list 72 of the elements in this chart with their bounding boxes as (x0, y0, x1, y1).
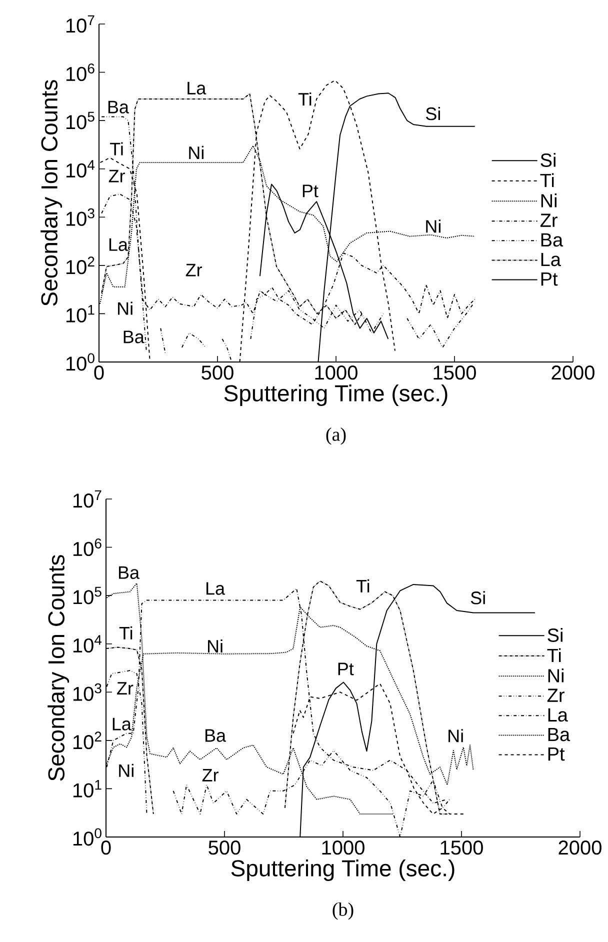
annotation: Ni (208, 640, 222, 653)
annotation: Ba (124, 330, 144, 344)
annotation: Ti (110, 142, 123, 156)
legend-label: Pt (548, 748, 565, 761)
annotation: Ni (189, 146, 204, 159)
annotation: Si (426, 106, 440, 120)
annotation: Ba (108, 100, 129, 114)
y-tick-label: 10$^{7}$ (73, 490, 102, 508)
y-tick-label: 10$^{7}$ (66, 15, 94, 33)
y-tick-label: 10$^{3}$ (66, 208, 94, 226)
y-tick-label: 10$^{3}$ (73, 683, 102, 701)
y-tick-label: 10$^{2}$ (66, 256, 94, 274)
x-tick-label: 500 (208, 840, 240, 855)
x-tick-label: 1500 (434, 366, 476, 380)
y-tick-label: 10$^{4}$ (66, 160, 95, 178)
y-axis-title: Secondary Ion Counts (48, 555, 70, 781)
y-tick-label: 10$^{1}$ (66, 305, 94, 322)
annotation: La (188, 82, 206, 94)
annotation: Zr (108, 170, 125, 182)
legend-label: Ni (548, 668, 564, 682)
x-tick-label: 2000 (552, 366, 594, 380)
annotation: La (109, 238, 128, 251)
legend-label: Ti (547, 648, 561, 662)
legend-label: Si (540, 152, 556, 167)
x-axis-title: Sputtering Time (sec.) (231, 860, 454, 881)
legend-label: Ti (540, 173, 554, 188)
legend-label: Ba (548, 728, 570, 742)
annotation: Si (470, 591, 485, 604)
text: (b) (332, 902, 354, 920)
annotation: Ni (118, 302, 132, 315)
x-tick-label: 500 (202, 366, 234, 380)
annotation: Pt (302, 184, 318, 198)
x-tick-label: 2000 (558, 840, 602, 855)
y-tick-label: 10$^{5}$ (66, 112, 94, 130)
legend-label: Si (548, 628, 562, 642)
y-tick-label: 10$^{0}$ (66, 353, 94, 371)
legend-label: Zr (547, 688, 564, 702)
annotation: Ni (119, 764, 134, 777)
legend-label: Pt (541, 272, 558, 286)
annotation: La (206, 582, 226, 595)
annotation: Ti (298, 92, 312, 106)
y-tick-label: 10$^{5}$ (73, 586, 102, 604)
y-tick-label: 10$^{0}$ (73, 828, 102, 846)
x-axis-title: Sputtering Time (sec.) (224, 384, 448, 406)
annotation: Zr (186, 264, 202, 276)
annotation: La (112, 718, 132, 730)
legend-label: Ba (541, 233, 564, 247)
annotation: Zr (202, 768, 218, 782)
annotation: Ba (118, 566, 140, 579)
x-tick-label: 0 (94, 366, 104, 380)
annotation: Ni (448, 729, 463, 742)
y-tick-label: 10$^{6}$ (73, 538, 102, 556)
legend-label: Zr (540, 214, 558, 227)
y-axis-title: Secondary Ion Counts (40, 80, 62, 306)
annotation: Ti (356, 579, 370, 592)
legend-label: Ni (541, 194, 556, 208)
legend-label: La (541, 252, 561, 266)
annotation: Ba (205, 729, 226, 742)
x-tick-label: 1500 (440, 840, 483, 855)
y-tick-label: 10$^{2}$ (73, 732, 102, 750)
y-tick-label: 10$^{6}$ (66, 64, 94, 82)
y-tick-label: 10$^{1}$ (73, 780, 102, 798)
legend-label: La (548, 708, 568, 722)
x-tick-label: 1000 (315, 366, 358, 380)
text: (a) (326, 428, 346, 445)
x-tick-label: 0 (101, 840, 111, 855)
annotation: Ti (119, 626, 132, 640)
annotation: Ni (426, 220, 440, 233)
annotation: Zr (117, 682, 134, 694)
annotation: Pt (338, 662, 354, 676)
y-tick-label: 10$^{4}$ (73, 635, 102, 653)
x-tick-label: 1000 (322, 840, 364, 855)
